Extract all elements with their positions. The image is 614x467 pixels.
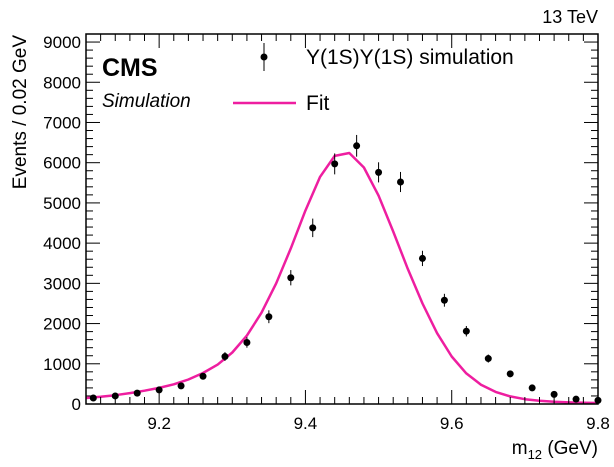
- x-axis-title: m12 (GeV): [512, 438, 598, 462]
- y-tick-label: 4000: [43, 234, 81, 253]
- data-point: [111, 392, 119, 400]
- ticks-layer: [85, 33, 599, 405]
- x-tick-label: 9.4: [294, 414, 318, 433]
- y-tick-label: 8000: [43, 73, 81, 92]
- data-point: [177, 382, 185, 390]
- data-point: [155, 386, 163, 394]
- x-tick-label: 9.2: [147, 414, 171, 433]
- fit-layer: [85, 151, 599, 405]
- cms-label: CMS: [102, 54, 158, 82]
- y-tick-label: 5000: [43, 194, 81, 213]
- plot-frame: [85, 33, 599, 405]
- data-point: [221, 353, 229, 361]
- energy-label: 13 TeV: [542, 7, 598, 27]
- data-point: [243, 338, 251, 346]
- data-point: [506, 370, 514, 378]
- data-point: [199, 372, 207, 380]
- legend-data-marker: [260, 53, 268, 61]
- data-point: [550, 390, 558, 398]
- data-point: [287, 274, 295, 282]
- y-tick-label: 0: [72, 395, 81, 414]
- data-point: [133, 389, 141, 397]
- y-tick-label: 3000: [43, 274, 81, 293]
- axes-layer: [85, 33, 599, 405]
- data-point: [572, 395, 580, 403]
- x-tick-label: 9.6: [440, 414, 464, 433]
- y-axis-title: Events / 0.02 GeV: [10, 35, 31, 190]
- data-point: [418, 254, 426, 262]
- data-point: [440, 296, 448, 304]
- data-points-layer: [89, 134, 602, 404]
- data-point: [309, 224, 317, 232]
- legend-data-label: Υ(1S)Υ(1S) simulation: [306, 46, 514, 69]
- data-point: [528, 384, 536, 392]
- simulation-label: Simulation: [102, 91, 191, 112]
- data-point: [353, 142, 361, 150]
- x-axis-title-main: m: [512, 438, 528, 459]
- data-point: [397, 178, 405, 186]
- data-point: [462, 327, 470, 335]
- data-point: [331, 160, 339, 168]
- data-point: [484, 355, 492, 363]
- y-tick-label: 1000: [43, 355, 81, 374]
- x-axis-title-unit: (GeV): [542, 438, 598, 459]
- data-point: [265, 313, 273, 321]
- x-axis-title-subscript: 12: [528, 447, 542, 462]
- fit-curve: [85, 151, 599, 405]
- x-tick-label: 9.8: [586, 414, 610, 433]
- legend: Υ(1S)Υ(1S) simulation Fit: [233, 43, 514, 115]
- tick-labels-layer: 0 1000 2000 3000 4000 5000 6000 7000 8000 9000 9.2…: [43, 33, 610, 433]
- y-tick-label: 7000: [43, 113, 81, 132]
- legend-fit-label: Fit: [306, 92, 329, 115]
- data-point: [375, 168, 383, 176]
- y-tick-label: 6000: [43, 154, 81, 173]
- y-tick-label: 2000: [43, 315, 81, 334]
- y-tick-label: 9000: [43, 33, 81, 52]
